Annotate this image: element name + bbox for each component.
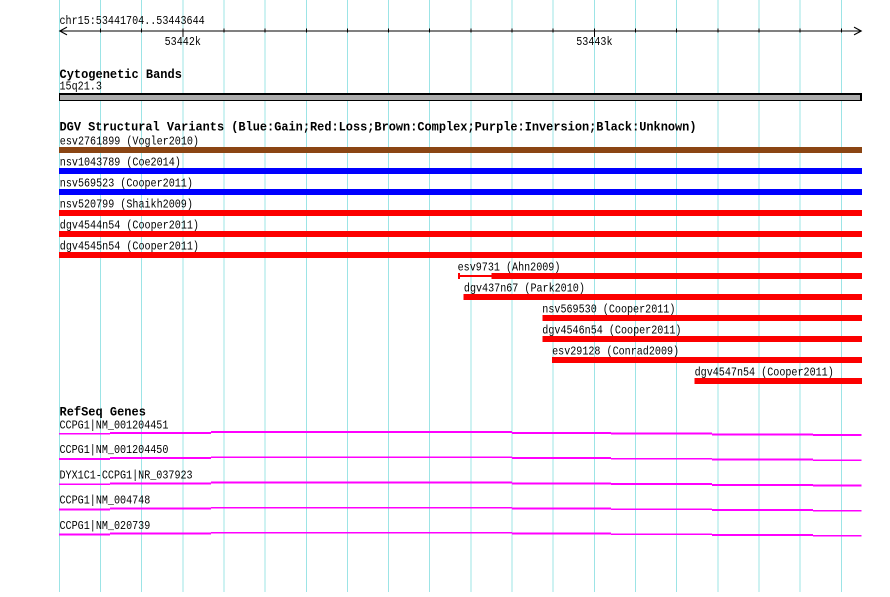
svg-text:RefSeq Genes: RefSeq Genes (60, 405, 147, 420)
svg-text:Cytogenetic Bands: Cytogenetic Bands (60, 67, 183, 82)
svg-text:dgv4544n54 (Cooper2011): dgv4544n54 (Cooper2011) (60, 219, 199, 233)
svg-text:15q21.3: 15q21.3 (60, 80, 102, 94)
svg-text:nsv569530 (Cooper2011): nsv569530 (Cooper2011) (542, 303, 675, 317)
svg-text:53443k: 53443k (576, 35, 612, 49)
svg-text:53442k: 53442k (165, 35, 201, 49)
svg-text:nsv520799 (Shaikh2009): nsv520799 (Shaikh2009) (60, 198, 193, 212)
svg-text:CCPG1|NM_001204450: CCPG1|NM_001204450 (60, 443, 169, 457)
svg-text:nsv1043789 (Coe2014): nsv1043789 (Coe2014) (60, 156, 181, 170)
svg-text:nsv569523 (Cooper2011): nsv569523 (Cooper2011) (60, 177, 193, 191)
svg-text:DGV Structural Variants (Blue:: DGV Structural Variants (Blue:Gain;Red:L… (60, 120, 697, 135)
svg-text:CCPG1|NM_020739: CCPG1|NM_020739 (60, 519, 151, 533)
svg-text:esv29128 (Conrad2009): esv29128 (Conrad2009) (552, 345, 679, 359)
svg-text:dgv4545n54 (Cooper2011): dgv4545n54 (Cooper2011) (60, 240, 199, 254)
svg-text:dgv4546n54 (Cooper2011): dgv4546n54 (Cooper2011) (542, 324, 681, 338)
svg-text:CCPG1|NM_004748: CCPG1|NM_004748 (60, 493, 151, 507)
svg-text:dgv437n67 (Park2010): dgv437n67 (Park2010) (464, 282, 585, 296)
svg-text:dgv4547n54 (Cooper2011): dgv4547n54 (Cooper2011) (695, 366, 834, 380)
svg-text:esv2761899 (Vogler2010): esv2761899 (Vogler2010) (60, 135, 199, 149)
svg-text:DYX1C1-CCPG1|NR_037923: DYX1C1-CCPG1|NR_037923 (60, 469, 193, 483)
svg-text:chr15:53441704..53443644: chr15:53441704..53443644 (60, 14, 205, 28)
svg-text:esv9731 (Ahn2009): esv9731 (Ahn2009) (458, 261, 561, 275)
svg-text:CCPG1|NM_001204451: CCPG1|NM_001204451 (60, 419, 169, 433)
